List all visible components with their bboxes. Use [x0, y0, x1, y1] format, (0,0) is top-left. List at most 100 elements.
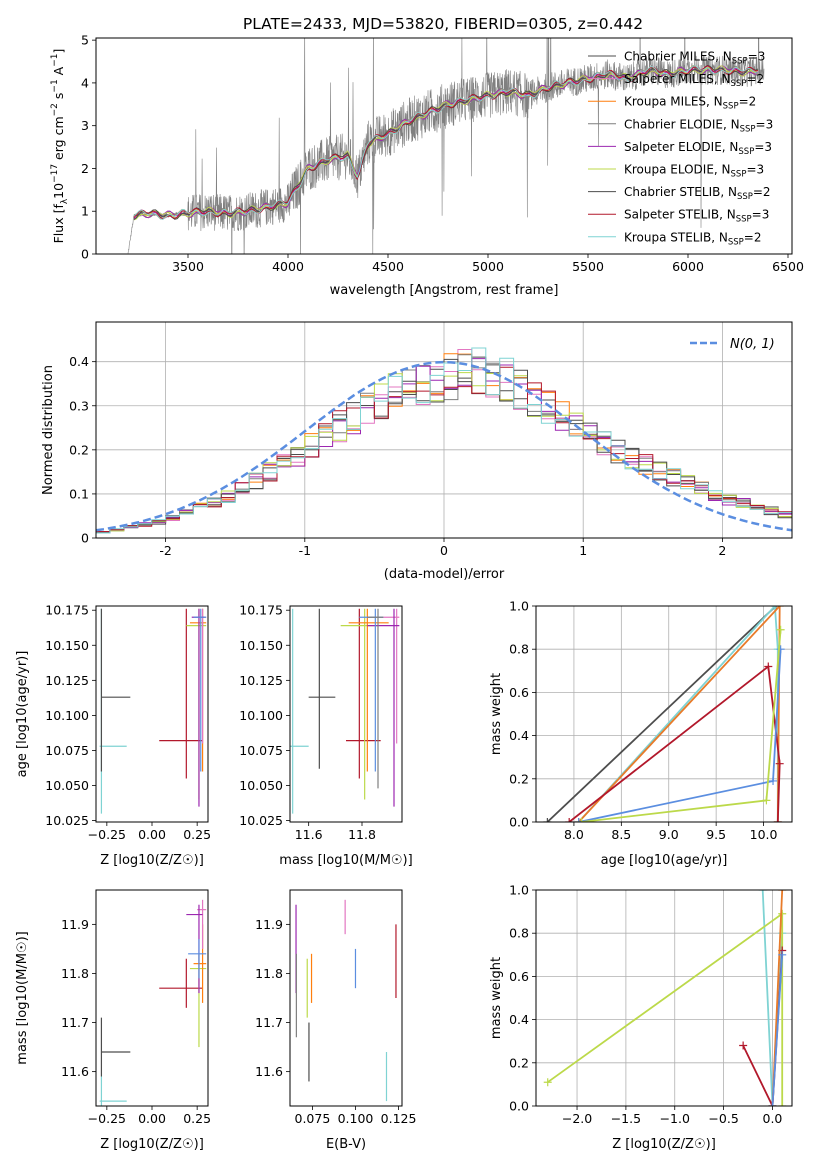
- plot-area: [543, 606, 785, 822]
- mw_vs_Z-panel: −2.0 −1.5 −1.0 −0.5 0.0 0.0 0.2 0.4 0.6 0.8 1.0 Z […: [489, 883, 793, 1152]
- plot-area: [99, 899, 207, 1106]
- histogram-step: [96, 366, 792, 532]
- y-tick-label: 10.075: [239, 743, 283, 758]
- y-tick-label: 11.9: [255, 917, 283, 932]
- y-tick-label: 0.0: [509, 815, 529, 830]
- mass-weight-line: [546, 606, 777, 822]
- x-tick-label: 6500: [772, 259, 804, 274]
- mass_vs_Z-panel: −0.25 0.00 0.25 11.6 11.7 11.8 11.9 Z [log10(Z/…: [15, 889, 211, 1152]
- y-tick-label: 11.8: [255, 966, 283, 981]
- y-tick-label: 10.150: [45, 638, 89, 653]
- marker: [770, 606, 779, 610]
- x-tick-label: 5000: [472, 259, 504, 274]
- y-tick-label: 11.8: [61, 966, 89, 981]
- plot-area: [295, 899, 397, 1102]
- marker: [778, 909, 787, 918]
- x-tick-label: 8.5: [611, 827, 631, 842]
- x-tick-label: 0.0: [763, 1111, 783, 1126]
- y-tick-label: 10.150: [239, 638, 283, 653]
- plot-area: [127, 38, 765, 254]
- legend-label: Chabrier ELODIE, NSSP=3: [624, 117, 773, 134]
- mw_vs_age-panel: 8.0 8.5 9.0 9.5 10.0 0.0 0.2 0.4 0.6 0.8 1.0 age [l…: [489, 599, 793, 868]
- age_vs_mass-panel: 11.6 11.8 10.025 10.050 10.075 10.100 10.125 10…: [239, 603, 412, 868]
- y-tick-label: 5: [81, 33, 89, 48]
- y-tick-label: 0.8: [509, 926, 529, 941]
- x-tick-label: 6000: [672, 259, 704, 274]
- marker: [764, 662, 773, 671]
- marker: [577, 818, 586, 822]
- y-tick-label: 1: [81, 204, 89, 219]
- x-tick-label: -2: [159, 543, 171, 558]
- marker: [758, 890, 767, 894]
- figure-title: PLATE=2433, MJD=53820, FIBERID=0305, z=0…: [243, 15, 643, 33]
- y-axis-label: mass [log10(M/M☉)]: [15, 931, 30, 1064]
- axes-frame: [289, 605, 403, 823]
- y-tick-label: 1.0: [509, 883, 529, 898]
- marker: [762, 796, 771, 805]
- y-tick-label: 0.8: [509, 642, 529, 657]
- y-tick-label: 11.6: [255, 1064, 283, 1079]
- y-tick-label: 0.4: [509, 728, 529, 743]
- legend-label: Kroupa STELIB, NSSP=2: [624, 230, 762, 247]
- marker: [768, 1102, 777, 1106]
- model-spectrum-line: [133, 65, 759, 219]
- x-tick-label: -1: [299, 543, 311, 558]
- x-tick-label: −2.0: [562, 1111, 592, 1126]
- legend-label: N(0, 1): [730, 337, 775, 352]
- mass_vs_EBV-panel: 0.075 0.100 0.125 11.6 11.7 11.8 11.9 E(B-V): [255, 889, 416, 1152]
- age_vs_Z-panel: −0.25 0.00 0.25 10.025 10.050 10.075 10.100 10.…: [15, 603, 211, 868]
- x-tick-label: 4000: [272, 259, 304, 274]
- axes-frame: [535, 889, 793, 1107]
- y-tick-label: 11.7: [255, 1015, 283, 1030]
- marker: [565, 818, 574, 822]
- y-tick-label: 10.125: [45, 673, 89, 688]
- x-axis-label: Z [log10(Z/Z☉)]: [100, 1137, 204, 1152]
- x-tick-label: −1.5: [611, 1111, 641, 1126]
- y-tick-label: 0.0: [509, 1099, 529, 1114]
- data-spectrum-line: [127, 38, 765, 254]
- marker: [574, 818, 583, 822]
- plot-area: [543, 890, 787, 1106]
- y-tick-label: 0.3: [69, 398, 89, 413]
- y-tick-label: 10.050: [239, 778, 283, 793]
- x-tick-label: 11.8: [348, 827, 376, 842]
- y-tick-label: 10.025: [45, 813, 89, 828]
- x-tick-label: 11.6: [295, 827, 323, 842]
- marker: [776, 625, 785, 634]
- x-tick-label: −0.5: [708, 1111, 738, 1126]
- marker: [775, 759, 784, 768]
- marker: [543, 818, 552, 822]
- legend-label: Chabrier STELIB, NSSP=2: [624, 185, 771, 202]
- y-tick-label: 0.2: [509, 771, 529, 786]
- plot-area: [99, 608, 207, 814]
- x-tick-label: 0.25: [183, 1111, 211, 1126]
- y-tick-label: 0.2: [509, 1055, 529, 1070]
- y-tick-label: 10.075: [45, 743, 89, 758]
- marker: [739, 1041, 748, 1050]
- y-tick-label: 10.175: [45, 603, 89, 618]
- y-tick-label: 0.6: [509, 685, 529, 700]
- y-tick-label: 11.9: [61, 917, 89, 932]
- y-tick-label: 2: [81, 161, 89, 176]
- y-tick-label: 0: [81, 531, 89, 546]
- model-spectrum-line: [133, 65, 759, 220]
- x-tick-label: 0.00: [138, 827, 166, 842]
- grid: [536, 605, 792, 823]
- y-axis-label: Flux [fλ10−17 erg cm−2 s−1 A−1]: [50, 49, 70, 244]
- plot-area: [96, 347, 792, 534]
- x-tick-label: −0.25: [88, 827, 126, 842]
- x-axis-label: wavelength [Angstrom, rest frame]: [330, 283, 559, 298]
- marker: [778, 1102, 787, 1106]
- y-tick-label: 11.7: [61, 1015, 89, 1030]
- y-axis-label: age [log10(age/yr)]: [15, 651, 30, 778]
- y-tick-label: 10.050: [45, 778, 89, 793]
- x-tick-label: −1.0: [660, 1111, 690, 1126]
- axes-frame: [95, 321, 793, 539]
- x-tick-label: 0.100: [338, 1111, 374, 1126]
- legend-label: Kroupa MILES, NSSP=2: [624, 95, 756, 112]
- y-tick-label: 0.4: [69, 354, 89, 369]
- residuals-panel: -2 -1 0 1 2 0 0.1 0.2 0.3 0.4 (data-model)/error No…: [41, 321, 793, 582]
- x-tick-label: 0.075: [295, 1111, 331, 1126]
- x-tick-label: 0.00: [138, 1111, 166, 1126]
